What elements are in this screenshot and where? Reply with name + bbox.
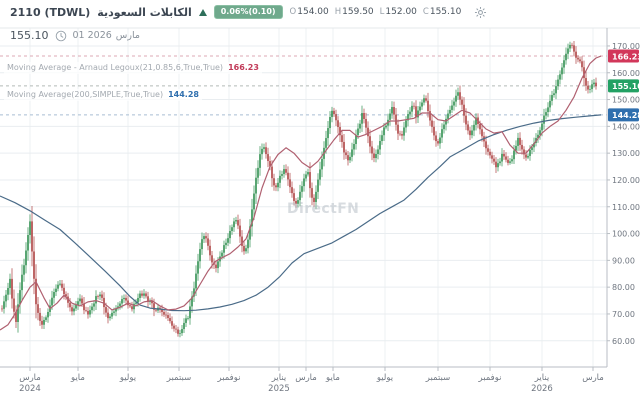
stock-name: الكابلات السعودية: [97, 5, 192, 19]
svg-text:155.10: 155.10: [612, 82, 640, 91]
low-label: L: [379, 7, 385, 17]
last-price: 155.10: [10, 29, 49, 42]
open-value: 154.00: [297, 7, 329, 17]
svg-text:مايو: مايو: [325, 373, 340, 383]
svg-text:مارس: مارس: [19, 373, 41, 383]
symbol-text: 2110 (TDWL): [10, 5, 91, 19]
settings-gear-icon[interactable]: [474, 6, 487, 19]
alma-label: Moving Average - Arnaud Legoux(21,0.85,6…: [7, 63, 224, 72]
svg-text:مارس: مارس: [295, 373, 317, 383]
grid-layer: [0, 28, 607, 367]
low-value: 152.00: [385, 7, 417, 17]
svg-text:90.00: 90.00: [612, 256, 635, 265]
alma-value: 166.23: [228, 63, 259, 72]
svg-text:يوليو: يوليو: [119, 373, 137, 383]
svg-text:130.00: 130.00: [612, 149, 640, 158]
indicator-legend-sma[interactable]: Moving Average(200,SIMPLE,True,True) 144.…: [4, 89, 202, 101]
svg-text:70.00: 70.00: [612, 310, 635, 319]
ohlc-open: O154.00: [290, 7, 329, 17]
svg-text:100.00: 100.00: [612, 230, 640, 239]
svg-text:نوفمبر: نوفمبر: [478, 373, 502, 383]
ohlc-readout: O154.00 H159.50 L152.00 C155.10: [290, 7, 462, 17]
close-value: 155.10: [429, 7, 462, 17]
svg-text:2026: 2026: [531, 384, 553, 394]
close-label: C: [422, 7, 429, 17]
y-axis-labels: 60.00 70.00 80.00 90.00 100.00 110.00 120.00 13…: [607, 42, 640, 346]
svg-text:يناير: يناير: [534, 373, 550, 383]
ohlc-low: L152.00: [380, 7, 417, 17]
svg-text:80.00: 80.00: [612, 283, 635, 292]
svg-text:110.00: 110.00: [612, 203, 640, 212]
svg-text:170.00: 170.00: [612, 42, 640, 51]
bar-date-month: مارس: [115, 30, 140, 41]
svg-text:2025: 2025: [268, 384, 290, 394]
svg-text:يناير: يناير: [271, 373, 287, 383]
ohlc-high: H159.50: [335, 7, 374, 17]
svg-text:150.00: 150.00: [612, 96, 640, 105]
svg-text:160.00: 160.00: [612, 69, 640, 78]
header: 2110 (TDWL) الكابلات السعودية 0.06%(0.10…: [10, 5, 487, 19]
up-triangle-icon: [198, 8, 207, 16]
svg-text:سبتمبر: سبتمبر: [425, 373, 450, 383]
sma-200-line: [0, 114, 602, 312]
ohlc-close: C155.10: [423, 7, 461, 17]
plot-borders: [0, 27, 640, 368]
svg-text:140.00: 140.00: [612, 122, 640, 131]
svg-text:مارس: مارس: [582, 373, 604, 383]
svg-text:مايو: مايو: [70, 373, 85, 383]
svg-text:144.28: 144.28: [612, 111, 640, 120]
high-label: H: [334, 7, 342, 17]
open-label: O: [289, 7, 297, 17]
svg-text:نوفمبر: نوفمبر: [217, 373, 241, 383]
svg-text:يوليو: يوليو: [376, 373, 394, 383]
svg-text:2024: 2024: [19, 384, 41, 394]
indicator-legend-alma[interactable]: Moving Average - Arnaud Legoux(21,0.85,6…: [4, 62, 262, 74]
price-badges: 166.23 155.10 144.28: [608, 49, 640, 122]
high-value: 159.50: [342, 7, 374, 17]
bar-date: 01 2026 مارس: [73, 30, 140, 41]
candles-layer: [1, 41, 597, 338]
clock-icon: [55, 30, 67, 42]
sma-label: Moving Average(200,SIMPLE,True,True): [7, 90, 164, 99]
svg-text:120.00: 120.00: [612, 176, 640, 185]
price-level-lines: [0, 55, 607, 116]
sub-header: 155.10 01 2026 مارس: [10, 29, 140, 42]
bar-date-numeric: 01 2026: [72, 30, 112, 41]
alma-21-line: [0, 55, 602, 331]
svg-text:166.23: 166.23: [612, 52, 640, 61]
sma-value: 144.28: [168, 90, 199, 99]
change-badge: 0.06%(0.10): [213, 5, 283, 19]
svg-text:سبتمبر: سبتمبر: [166, 373, 191, 383]
svg-text:60.00: 60.00: [612, 337, 635, 346]
